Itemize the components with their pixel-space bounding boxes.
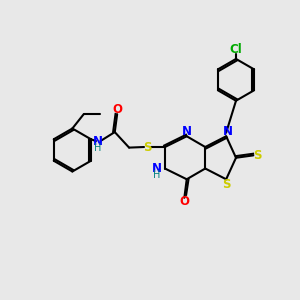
Text: S: S (143, 140, 152, 154)
Text: S: S (254, 149, 262, 162)
Text: N: N (152, 162, 162, 175)
Text: O: O (179, 195, 189, 208)
Text: Cl: Cl (230, 43, 242, 56)
Text: O: O (113, 103, 123, 116)
Text: S: S (223, 178, 231, 191)
Text: N: N (92, 134, 102, 148)
Text: H: H (94, 143, 101, 153)
Text: N: N (223, 125, 232, 138)
Text: N: N (182, 125, 192, 138)
Text: H: H (153, 170, 160, 180)
